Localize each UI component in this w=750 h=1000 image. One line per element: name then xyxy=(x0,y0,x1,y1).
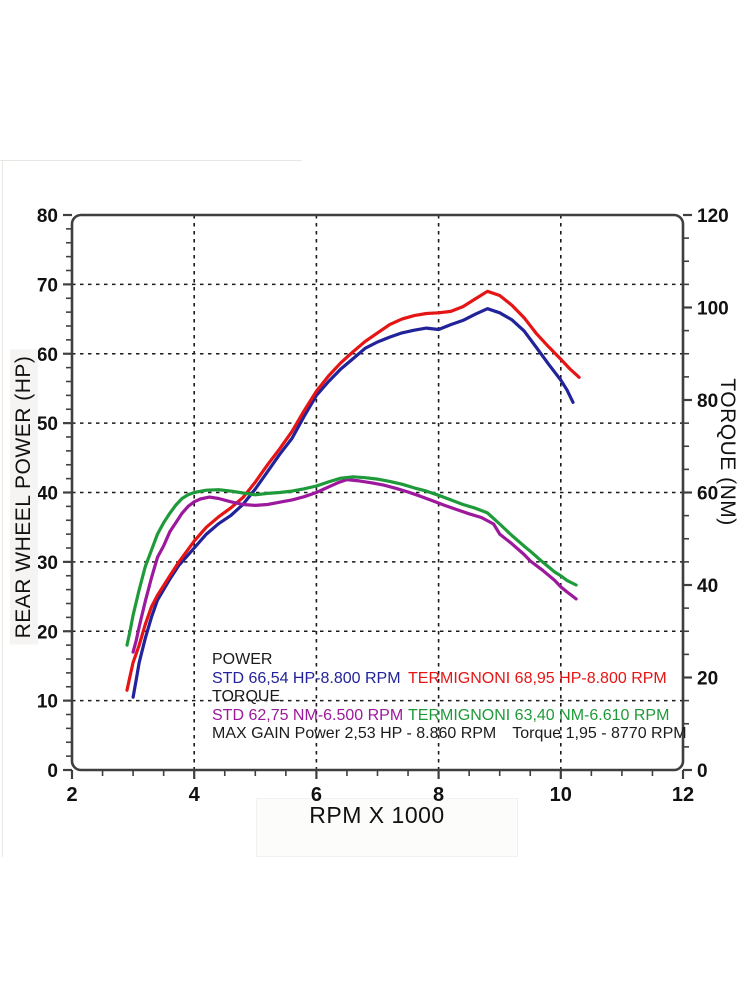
tick-label: 6 xyxy=(311,784,322,806)
scan-artifact-line xyxy=(2,160,3,857)
tick-label: 120 xyxy=(697,206,729,227)
tick-label: 0 xyxy=(697,761,708,782)
legend-max-gain-torque: Torque 1,95 - 8770 RPM xyxy=(512,725,687,742)
gridlines xyxy=(72,215,683,770)
dyno-curves xyxy=(125,289,581,699)
legend-power-termignoni: TERMIGNONI 68,95 HP-8.800 RPM xyxy=(408,669,667,687)
tick-label: 60 xyxy=(697,484,718,505)
legend-power-heading: POWER xyxy=(212,651,273,668)
tick-label: 100 xyxy=(697,299,729,320)
tick-label: 40 xyxy=(697,576,718,597)
tick-label: 4 xyxy=(189,784,201,806)
legend-torque-termignoni: TERMIGNONI 63,40 NM-6.610 RPM xyxy=(408,706,670,724)
legend-max-gain-row: MAX GAIN Power 2,53 HP - 8.860 RPM Torque… xyxy=(212,725,687,744)
scan-artifact-box xyxy=(256,798,518,857)
legend-power-row: STD 66,54 HP-8.800 RPM TERMIGNONI 68,95 H… xyxy=(212,670,687,689)
x-axis-title: RPM X 1000 xyxy=(309,802,445,828)
tick-label: 50 xyxy=(37,414,58,435)
legend-torque-row: STD 62,75 NM-6.500 RPM TERMIGNONI 63,40 N… xyxy=(212,707,687,726)
curve-power-termignoni xyxy=(125,289,581,692)
axis-tick-labels: 0 10 20 30 40 50 60 70 80 0 20 40 60 80 100 120 2 4 6 8 10 12 xyxy=(37,206,729,806)
legend-max-gain-power: MAX GAIN Power 2,53 HP - 8.860 RPM xyxy=(212,725,497,742)
tick-label: 40 xyxy=(37,484,58,505)
tick-label: 80 xyxy=(37,206,58,227)
tick-label: 10 xyxy=(37,692,58,713)
tick-label: 0 xyxy=(47,761,58,782)
tick-label: 20 xyxy=(37,622,58,643)
plot-frame xyxy=(70,213,685,772)
legend-torque-heading: TORQUE xyxy=(212,688,281,705)
tick-label: 70 xyxy=(37,275,58,296)
curve-torque-std xyxy=(131,478,578,654)
tick-label: 8 xyxy=(433,784,444,806)
curve-power-std xyxy=(131,307,575,699)
left-axis-title: REAR WHEEL POWER (HP) xyxy=(10,349,38,645)
tick-label: 10 xyxy=(550,784,572,806)
tick-label: 12 xyxy=(672,784,694,806)
legend-torque-std: STD 62,75 NM-6.500 RPM xyxy=(212,706,404,724)
legend: POWER STD 66,54 HP-8.800 RPM TERMIGNONI 6… xyxy=(212,651,687,744)
scan-artifact-line xyxy=(0,160,302,161)
tick-label: 80 xyxy=(697,391,718,412)
right-axis-title: TORQUE (NM) xyxy=(716,378,739,526)
curve-torque-termignoni xyxy=(125,475,578,647)
tick-label: 60 xyxy=(37,345,58,366)
legend-power-std: STD 66,54 HP-8.800 RPM xyxy=(212,669,401,687)
tick-label: 20 xyxy=(697,669,718,690)
tick-label: 30 xyxy=(37,553,58,574)
tick-label: 2 xyxy=(66,784,77,806)
